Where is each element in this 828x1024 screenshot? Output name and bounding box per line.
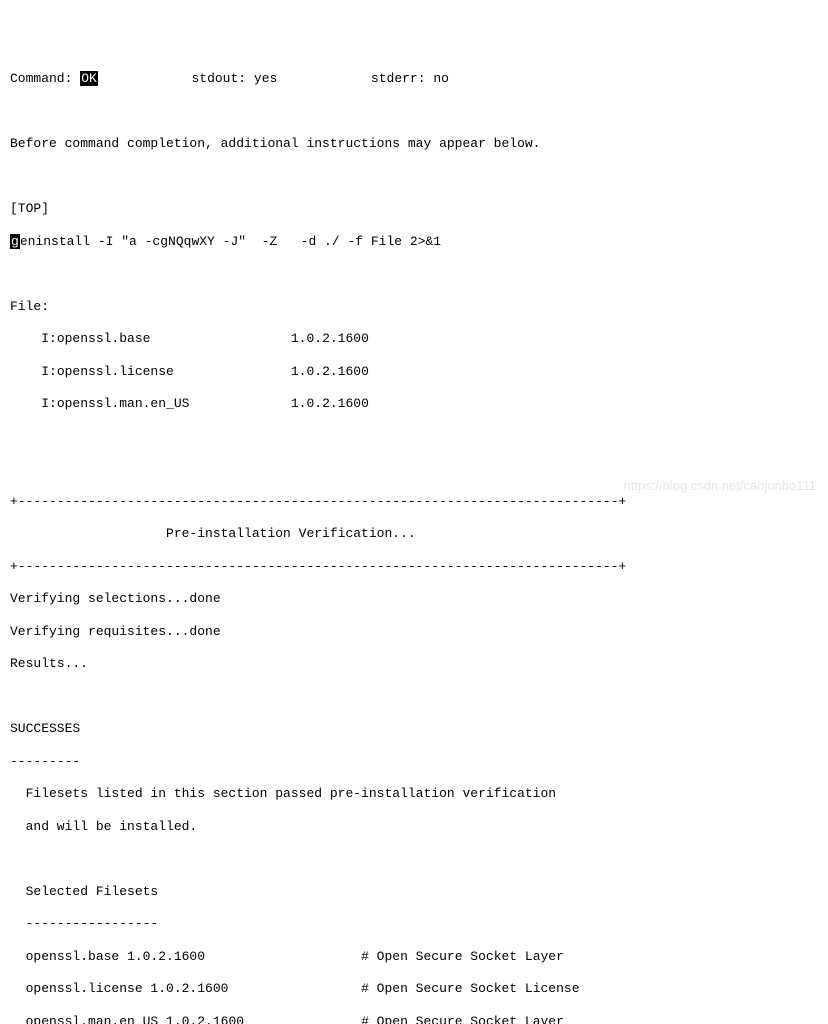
command-label: Command: [10, 71, 72, 86]
successes-msg: and will be installed. [10, 819, 818, 835]
cmd-rest: eninstall -I "a -cgNQqwXY -J" -Z -d ./ -… [20, 234, 441, 249]
successes-dash: --------- [10, 754, 818, 770]
blank-line [10, 461, 818, 477]
file-row: I:openssl.license 1.0.2.1600 [10, 364, 818, 380]
top-marker: [TOP] [10, 201, 818, 217]
file-name: I:openssl.license [41, 364, 174, 379]
file-version: 1.0.2.1600 [291, 396, 369, 411]
watermark: https://blog.csdn.net/caojunbo111 [624, 478, 817, 494]
selected-pkg: openssl.license 1.0.2.1600 [26, 981, 229, 996]
stdout-label: stdout: [191, 71, 246, 86]
verify-line: Verifying requisites...done [10, 624, 818, 640]
selected-desc: # Open Secure Socket License [361, 981, 579, 996]
file-version: 1.0.2.1600 [291, 331, 369, 346]
blank-line [10, 851, 818, 867]
box-title: Pre-installation Verification... [10, 526, 818, 542]
stdout-value: yes [254, 71, 277, 86]
stderr-label: stderr: [371, 71, 426, 86]
file-version: 1.0.2.1600 [291, 364, 369, 379]
spad0 [205, 949, 361, 964]
selected-desc: # Open Secure Socket Layer [361, 1014, 564, 1024]
selected-header: Selected Filesets [10, 884, 818, 900]
verify-line: Verifying selections...done [10, 591, 818, 607]
spad2 [244, 1014, 361, 1024]
file-name: I:openssl.man.en_US [41, 396, 189, 411]
selected-desc: # Open Secure Socket Layer [361, 949, 564, 964]
box-border-top: +---------------------------------------… [10, 494, 818, 510]
blank-line [10, 169, 818, 185]
blank-line [10, 689, 818, 705]
pad0 [150, 331, 290, 346]
blank-line [10, 429, 818, 445]
file-name: I:openssl.base [41, 331, 150, 346]
stderr-value: no [433, 71, 449, 86]
command-value[interactable]: OK [80, 71, 98, 86]
command-invocation: geninstall -I "a -cgNQqwXY -J" -Z -d ./ … [10, 234, 818, 250]
header-line: Command: OK stdout: yes stderr: no [10, 71, 818, 87]
selected-dash: ----------------- [10, 916, 818, 932]
file-row: I:openssl.man.en_US 1.0.2.1600 [10, 396, 818, 412]
selected-pkg: openssl.man.en_US 1.0.2.1600 [26, 1014, 244, 1024]
verify-line: Results... [10, 656, 818, 672]
successes-msg: Filesets listed in this section passed p… [10, 786, 818, 802]
selected-row: openssl.man.en_US 1.0.2.1600 # Open Secu… [10, 1014, 818, 1024]
successes-header: SUCCESSES [10, 721, 818, 737]
box-border-bottom: +---------------------------------------… [10, 559, 818, 575]
blank-line [10, 104, 818, 120]
blank-line [10, 266, 818, 282]
spad1 [228, 981, 361, 996]
cmd-first-char: g [10, 234, 20, 249]
before-completion-msg: Before command completion, additional in… [10, 136, 818, 152]
selected-pkg: openssl.base 1.0.2.1600 [26, 949, 205, 964]
file-row: I:openssl.base 1.0.2.1600 [10, 331, 818, 347]
selected-row: openssl.base 1.0.2.1600 # Open Secure So… [10, 949, 818, 965]
file-header: File: [10, 299, 818, 315]
pad1 [174, 364, 291, 379]
pad2 [189, 396, 290, 411]
selected-row: openssl.license 1.0.2.1600 # Open Secure… [10, 981, 818, 997]
